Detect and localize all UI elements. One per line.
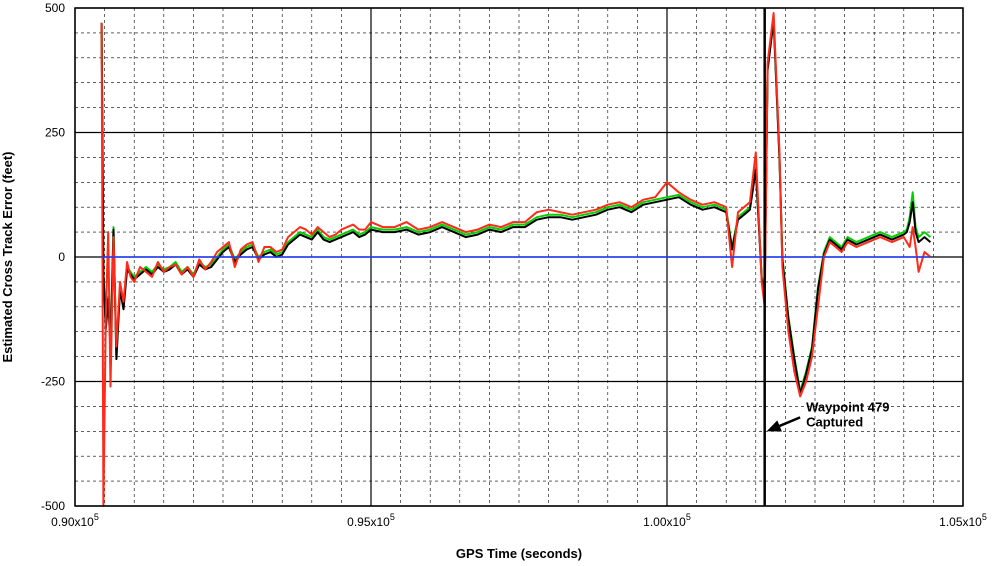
x-tick-label: 1.05x105 bbox=[939, 512, 987, 529]
annotation-arrow-head bbox=[766, 420, 782, 432]
annotation-text-line-2: Captured bbox=[806, 414, 863, 429]
x-tick-label: 0.95x105 bbox=[347, 512, 395, 529]
waypoint-annotation: Waypoint 479 Captured bbox=[766, 399, 889, 432]
y-tick-label: 250 bbox=[45, 126, 65, 140]
y-tick-label: -500 bbox=[41, 499, 65, 513]
x-tick-label: 1.00x105 bbox=[643, 512, 691, 529]
x-tick-labels: 0.90x105 0.95x105 1.00x105 1.05x105 bbox=[51, 512, 987, 529]
x-axis-label: GPS Time (seconds) bbox=[456, 546, 582, 561]
y-tick-label: 500 bbox=[45, 1, 65, 15]
plot-frame bbox=[74, 7, 964, 507]
y-tick-label: 0 bbox=[58, 250, 65, 264]
series-line-3 bbox=[100, 12, 932, 507]
y-tick-label: -250 bbox=[41, 375, 65, 389]
annotation-text-line-1: Waypoint 479 bbox=[806, 399, 889, 414]
series-layer bbox=[100, 12, 932, 507]
y-tick-labels: 500 250 0 -250 -500 bbox=[41, 1, 65, 513]
y-axis-label: Estimated Cross Track Error (feet) bbox=[0, 152, 15, 363]
x-tick-label: 0.90x105 bbox=[51, 512, 99, 529]
annotation-arrow-line bbox=[779, 416, 801, 428]
